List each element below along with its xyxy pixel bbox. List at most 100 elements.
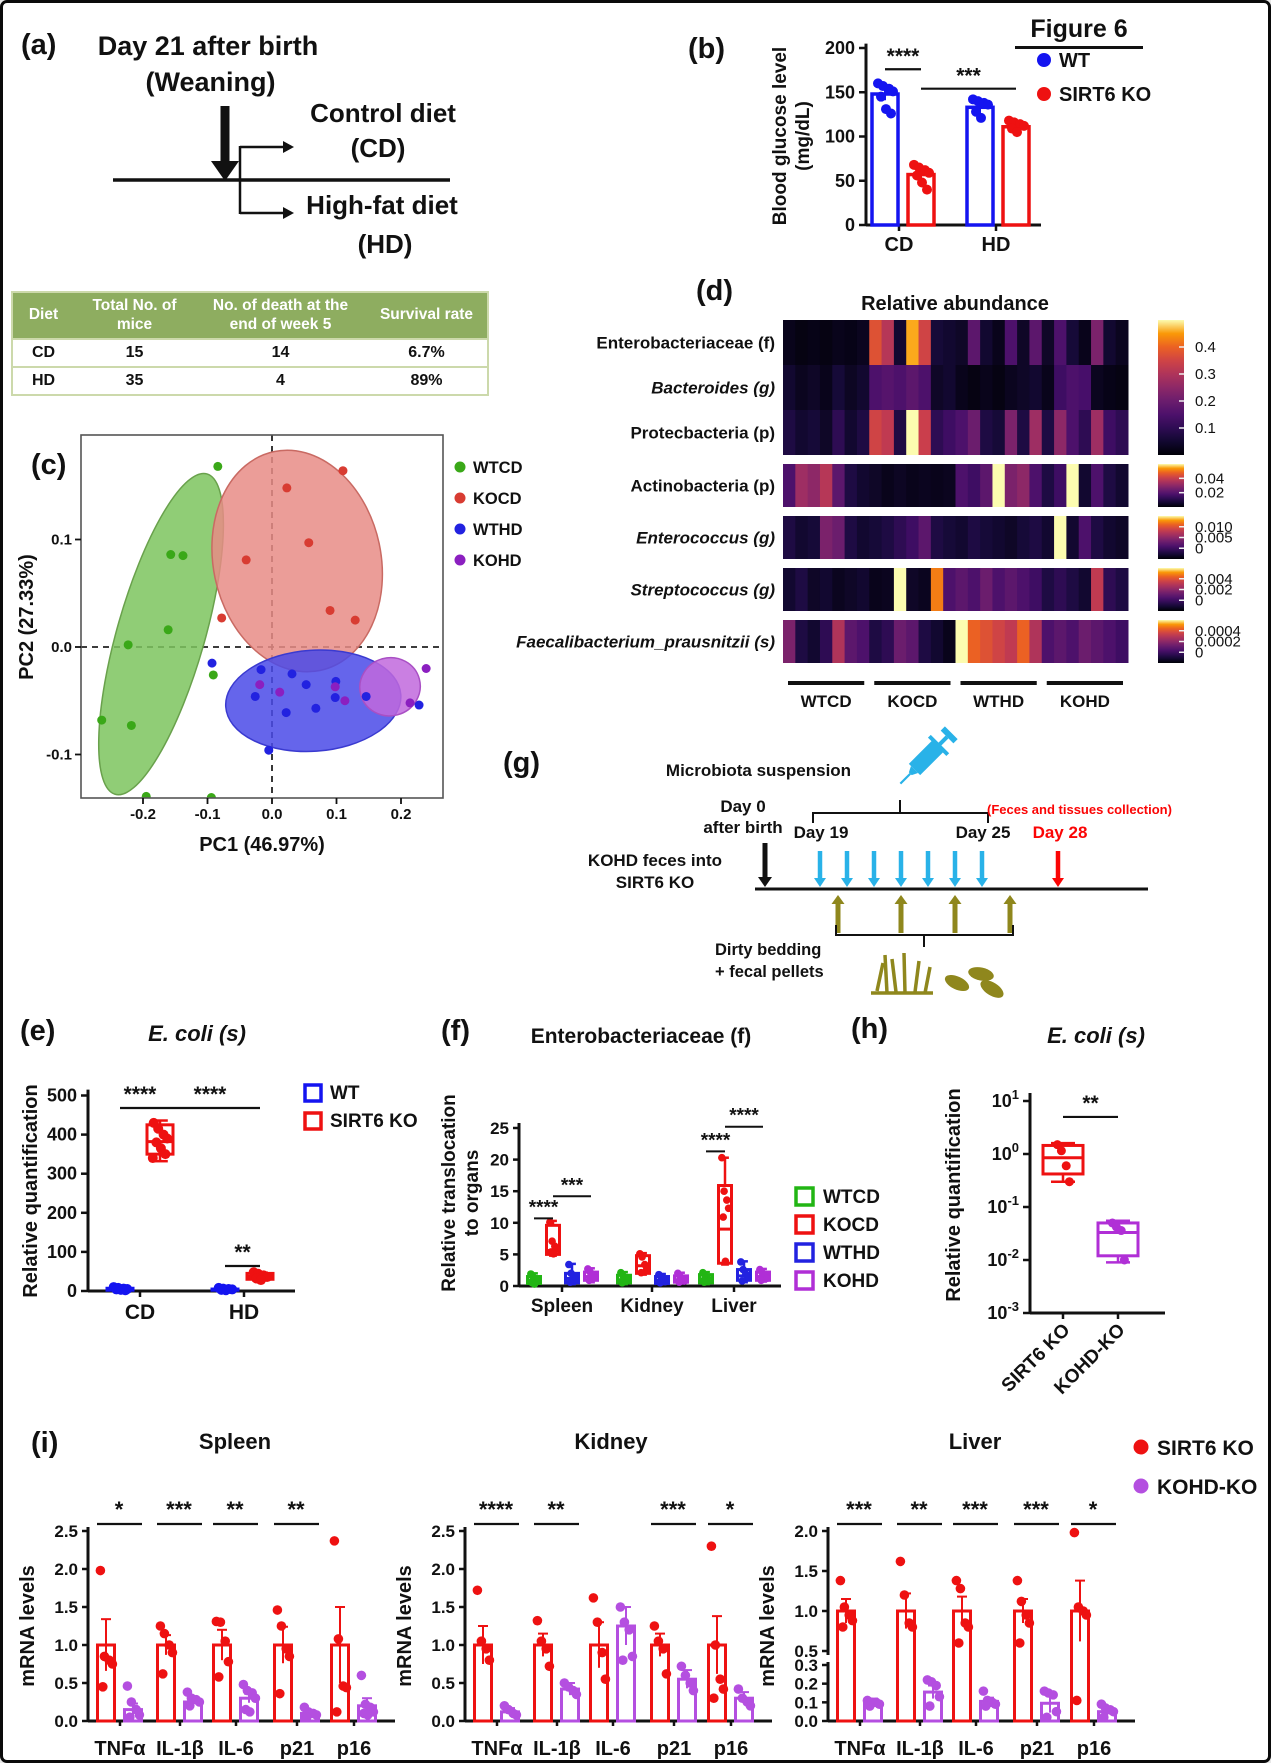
y-tick-label: 0.3	[794, 1656, 818, 1675]
x-cat-label: p21	[1020, 1738, 1054, 1760]
data-point	[284, 1651, 295, 1662]
heatmap-cell	[807, 320, 821, 365]
heatmap-title: Relative abundance	[861, 293, 1049, 315]
data-point	[700, 1278, 708, 1287]
panel-h-label: (h)	[851, 1013, 889, 1045]
collection-note-label: (Feces and tissues collection)	[987, 802, 1172, 817]
heatmap-cell	[869, 568, 883, 611]
heatmap-cell	[1115, 568, 1129, 611]
x-cat-label: Kidney	[620, 1296, 684, 1317]
injection-arrow-head	[949, 878, 961, 887]
bedding-bracket	[835, 925, 1014, 947]
heatmap-cell	[967, 464, 981, 507]
heatmap-cell	[1103, 464, 1117, 507]
panel-g-label: (g)	[503, 747, 541, 779]
heatmap-cell	[819, 516, 833, 559]
day0-label-line1: Day 0	[720, 797, 766, 816]
heatmap-row-label: Bacteroides (g)	[651, 379, 775, 398]
data-point	[922, 184, 932, 195]
data-point	[757, 1276, 765, 1285]
heatmap-cell	[930, 568, 944, 611]
pca-point-WTCD	[178, 551, 188, 561]
heatmap-cell	[906, 410, 920, 455]
sig-stars: ****	[529, 1197, 559, 1218]
y-tick-label: 1.0	[54, 1636, 78, 1655]
bedding-arrow-head	[831, 895, 845, 904]
heatmap-cell	[955, 516, 969, 559]
legend-marker	[794, 1186, 815, 1207]
data-point	[615, 1602, 626, 1612]
y-tick-label: 1.5	[54, 1598, 78, 1617]
heatmap-cell	[930, 410, 944, 455]
heatmap-cell	[1054, 516, 1067, 559]
colorbar-label: 0	[1195, 644, 1203, 661]
x-axis-label: PC1 (46.97%)	[199, 834, 325, 856]
weaning-title-line1: Day 21 after birth	[97, 31, 319, 61]
x-cat-label: CD	[885, 234, 914, 256]
day19-label: Day 19	[793, 823, 849, 842]
heatmap-cell	[1029, 620, 1043, 663]
injection-arrow-head	[814, 878, 826, 887]
heatmap-cell	[1103, 516, 1117, 559]
heatmap-row-label: Streptococcus (g)	[630, 581, 775, 600]
heatmap-cell	[807, 620, 821, 663]
data-point	[1016, 1596, 1027, 1607]
panel-h-chart: E. coli (s) 101 100 10-1 10-2 10-3 Relative qu…	[943, 1023, 1165, 1399]
heatmap-cell	[967, 516, 981, 559]
heatmap-cell	[869, 320, 883, 365]
heatmap-cell	[881, 464, 895, 507]
panel-c-chart: 0.1 0.0 -0.1 -0.2 -0.1 0.0 0.1 0.2 PC1 (46.97%) P…	[16, 434, 523, 856]
day28-label: Day 28	[1032, 823, 1088, 842]
heatmap-cell	[856, 320, 870, 365]
y-tick-label: 500	[47, 1086, 77, 1106]
y-tick-label: 25	[490, 1119, 509, 1138]
sig-stars: *	[115, 1497, 124, 1522]
heatmap-cell	[1091, 516, 1104, 559]
pca-point-WTCD	[206, 793, 216, 798]
heatmap-cell	[1029, 568, 1043, 611]
heatmap-cell	[1115, 410, 1129, 455]
heatmap-cell	[980, 320, 993, 365]
data-point	[624, 1625, 634, 1635]
weaning-arrow-head	[211, 161, 239, 181]
heatmap-cell	[1115, 464, 1129, 507]
data-point	[597, 1647, 607, 1658]
data-point	[710, 1640, 721, 1650]
legend-marker	[1037, 87, 1051, 101]
data-point	[637, 1268, 645, 1277]
x-cat-label: IL-1β	[156, 1738, 204, 1760]
x-cat-label: TNFα	[834, 1738, 886, 1760]
y-tick-label: 5	[500, 1245, 509, 1264]
heatmap-cell	[856, 568, 870, 611]
group-ellipse-KOCD	[211, 449, 384, 673]
pca-point-WTHD	[414, 700, 424, 710]
legend-label: WTCD	[473, 459, 523, 477]
heatmap-cell	[1029, 365, 1043, 410]
heatmap-cell	[943, 320, 956, 365]
y-axis-label: (mg/dL)	[793, 101, 814, 171]
data-point	[1048, 1690, 1058, 1700]
y-axis-label: to organs	[462, 1150, 483, 1237]
y-tick-label: 0.0	[51, 639, 72, 656]
y-tick-label: 0	[845, 215, 855, 235]
heatmap-cell	[844, 620, 858, 663]
heatmap-cell	[1091, 568, 1104, 611]
y-tick-label: 1.5	[431, 1598, 455, 1617]
pca-point-WTHD	[330, 693, 340, 703]
heatmap-cell	[918, 464, 932, 507]
x-cat-label: p21	[280, 1738, 314, 1760]
bedding-label-line1: Dirty bedding	[715, 941, 822, 959]
heatmap-cell	[1103, 320, 1117, 365]
data-point	[565, 1260, 573, 1269]
data-point	[934, 1691, 945, 1702]
heatmap-cell	[967, 320, 981, 365]
heatmap-cell	[1103, 410, 1117, 455]
data-point	[963, 1622, 974, 1632]
data-point	[719, 1213, 727, 1221]
colorbar-label: 0	[1195, 592, 1203, 609]
colorbar-label: 0.002	[1195, 582, 1233, 599]
pca-point-WTHD	[207, 658, 217, 668]
heatmap-cell	[1054, 320, 1067, 365]
data-point	[835, 1575, 846, 1586]
panel-i-kidney-chart: 0.0 0.5 1.0 1.5 2.0 2.5 Kidney mRNA levels TNFα *…	[394, 1429, 772, 1760]
